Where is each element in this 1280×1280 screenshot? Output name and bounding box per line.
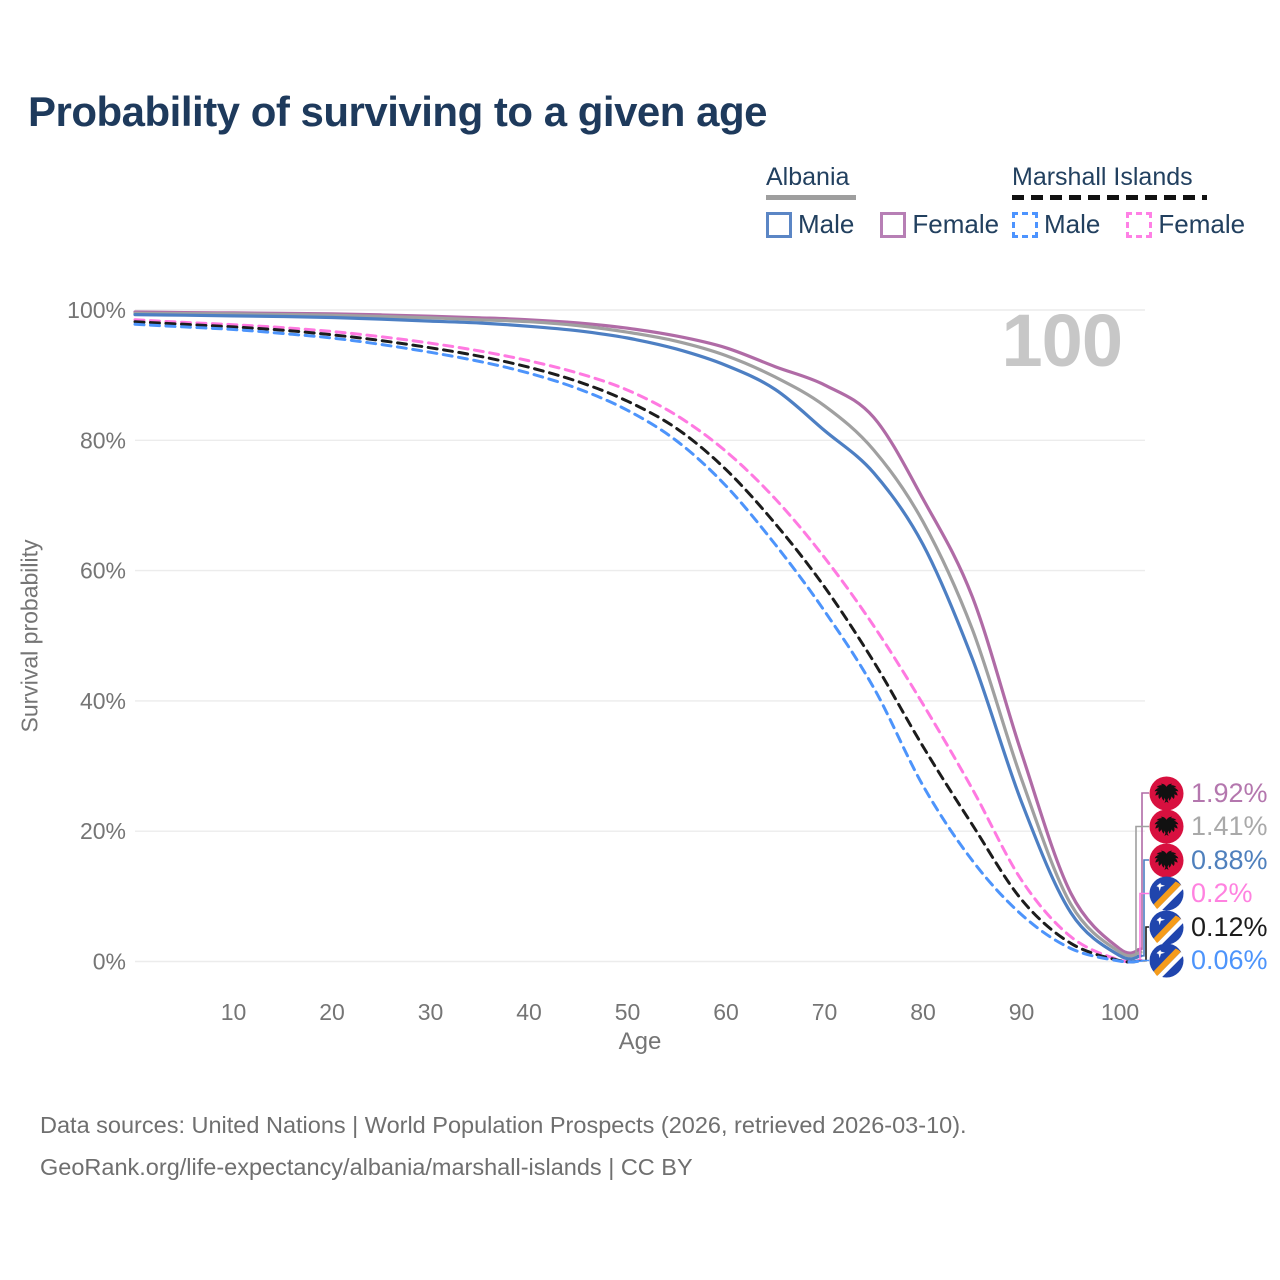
x-tick-label: 70 [812, 999, 838, 1025]
y-tick-label: 80% [80, 427, 126, 453]
legend-item-marshall-female[interactable]: Female [1126, 209, 1245, 240]
y-tick-label: 0% [93, 949, 126, 975]
legend-item-marshall-male[interactable]: Male [1012, 209, 1100, 240]
legend-underline-marshall-islands [1012, 195, 1207, 200]
x-axis-title: Age [618, 1028, 662, 1055]
x-tick-label: 20 [319, 999, 345, 1025]
legend-country-marshall-islands: Marshall Islands [1012, 163, 1193, 191]
end-label-value: 0.06% [1191, 945, 1268, 975]
y-axis-title: Survival probability [16, 539, 43, 733]
curve-marshall-islands-female[interactable] [133, 318, 1143, 964]
legend-item-label: Female [1158, 209, 1246, 239]
end-label-connector [1135, 825, 1149, 954]
albania-flag-icon [1149, 809, 1184, 844]
curve-albania-total[interactable] [133, 311, 1143, 958]
age-watermark: 100 [1001, 299, 1123, 382]
legend-item-label: Male [798, 209, 855, 239]
end-label-marshall-islands-female: 0.2% [1149, 876, 1253, 912]
curve-marshall-islands-total[interactable] [133, 320, 1143, 964]
end-label-albania-male: 0.88% [1149, 842, 1268, 878]
legend-group-marshall-islands: Marshall Islands Male Female [1012, 163, 1245, 240]
end-label-value: 1.92% [1191, 777, 1268, 808]
end-label-connector [1137, 792, 1149, 950]
albania-female-swatch-icon [880, 211, 907, 238]
x-tick-label: 50 [615, 999, 641, 1025]
curve-albania-male[interactable] [133, 313, 1143, 961]
end-label-connector [1137, 859, 1149, 957]
y-tick-label: 40% [80, 688, 126, 714]
albania-flag-icon [1149, 775, 1184, 811]
end-label-value: 0.12% [1191, 911, 1268, 942]
footer-attribution-link: GeoRank.org/life-expectancy/albania/mars… [40, 1154, 693, 1180]
end-label-value: 1.41% [1191, 811, 1268, 841]
legend-group-albania: Albania Male Female [766, 163, 999, 240]
x-tick-label: 100 [1101, 999, 1139, 1025]
albania-male-swatch-icon [766, 211, 792, 238]
marshall-islands-flag-icon [1149, 909, 1184, 945]
footer: Data sources: United Nations | World Pop… [40, 1104, 967, 1188]
x-tick-label: 30 [418, 999, 444, 1025]
x-tick-label: 80 [910, 999, 936, 1025]
end-label-albania-female: 1.92% [1149, 775, 1268, 811]
albania-flag-icon [1149, 842, 1184, 878]
end-label-marshall-islands-male: 0.06% [1149, 943, 1268, 979]
y-tick-label: 100% [67, 297, 126, 323]
end-label-albania-total: 1.41% [1149, 809, 1268, 845]
end-label-value: 0.2% [1191, 878, 1253, 908]
x-tick-label: 40 [516, 999, 542, 1025]
marshall-female-swatch-icon [1126, 211, 1153, 238]
legend-item-albania-female[interactable]: Female [880, 209, 999, 240]
legend-item-label: Male [1044, 209, 1101, 239]
legend-item-label: Female [912, 209, 1000, 239]
legend-country-albania: Albania [766, 163, 850, 191]
legend-underline-albania [766, 195, 856, 200]
chart-title: Probability of surviving to a given age [28, 88, 767, 135]
marshall-islands-flag-icon [1149, 876, 1184, 911]
x-tick-label: 90 [1009, 999, 1035, 1025]
x-tick-label: 60 [713, 999, 739, 1025]
end-label-marshall-islands-total: 0.12% [1149, 909, 1268, 945]
legend-item-albania-male[interactable]: Male [766, 209, 854, 240]
y-tick-label: 60% [80, 558, 126, 584]
y-tick-label: 20% [80, 818, 126, 844]
marshall-islands-flag-icon [1149, 943, 1184, 978]
x-tick-label: 10 [221, 999, 247, 1025]
curve-albania-female[interactable] [133, 310, 1143, 955]
marshall-male-swatch-icon [1012, 211, 1038, 238]
curve-marshall-islands-male[interactable] [133, 322, 1143, 964]
end-label-value: 0.88% [1191, 844, 1268, 875]
end-label-connector [1137, 959, 1149, 962]
footer-data-sources: Data sources: United Nations | World Pop… [40, 1112, 967, 1138]
